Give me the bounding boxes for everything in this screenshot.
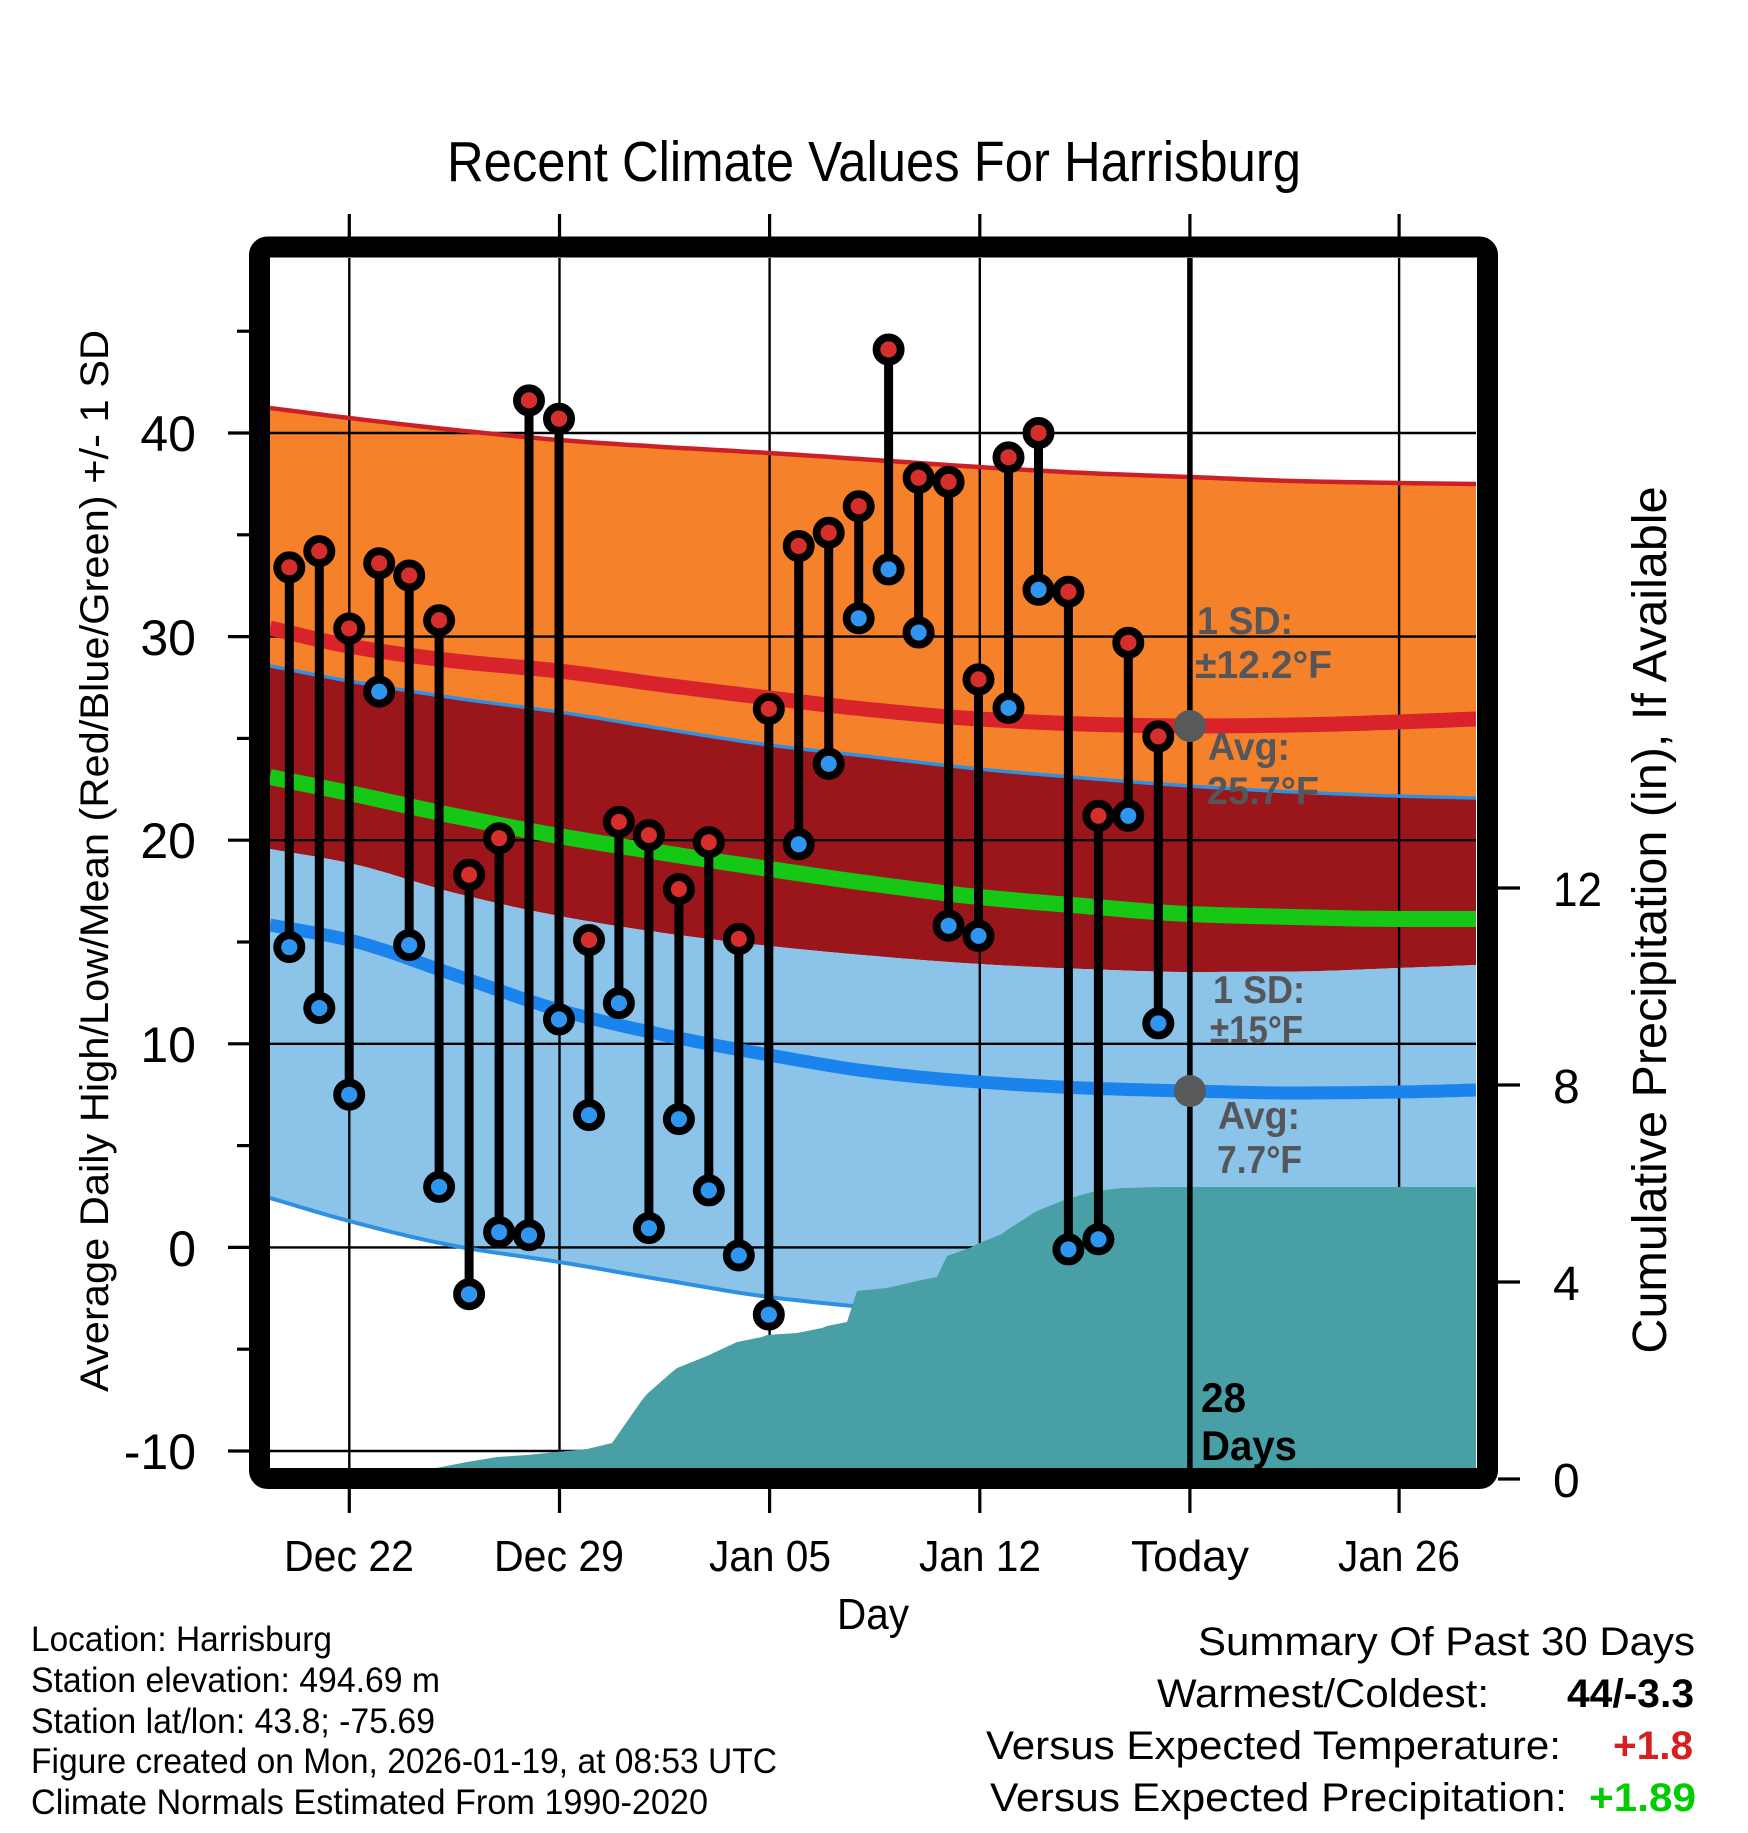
svg-text:0: 0: [1553, 1455, 1580, 1508]
svg-text:Figure created on Mon, 2026-01: Figure created on Mon, 2026-01-19, at 08…: [31, 1742, 777, 1781]
svg-text:25.7°F: 25.7°F: [1207, 770, 1319, 813]
svg-text:Location: Harrisburg: Location: Harrisburg: [31, 1620, 332, 1659]
svg-text:8: 8: [1553, 1061, 1580, 1114]
svg-text:+1.8: +1.8: [1613, 1724, 1693, 1768]
svg-text:Day: Day: [837, 1590, 909, 1639]
svg-text:Station lat/lon: 43.8; -75.69: Station lat/lon: 43.8; -75.69: [31, 1702, 435, 1741]
svg-text:Dec 29: Dec 29: [494, 1532, 624, 1581]
svg-text:1 SD:: 1 SD:: [1213, 969, 1305, 1012]
svg-text:40: 40: [140, 406, 196, 462]
svg-text:Cumulative Precipitation (in),: Cumulative Precipitation (in), If Availa…: [1623, 486, 1677, 1353]
svg-text:Avg:: Avg:: [1218, 1095, 1300, 1138]
svg-text:Today: Today: [1131, 1532, 1249, 1581]
svg-text:Station elevation: 494.69 m: Station elevation: 494.69 m: [31, 1661, 440, 1700]
svg-text:+1.89: +1.89: [1589, 1776, 1696, 1820]
svg-text:30: 30: [140, 610, 196, 666]
svg-text:Days: Days: [1201, 1422, 1297, 1469]
svg-text:20: 20: [140, 813, 196, 869]
svg-text:Climate Normals Estimated From: Climate Normals Estimated From 1990-2020: [31, 1783, 708, 1822]
svg-text:Dec 22: Dec 22: [284, 1532, 414, 1581]
svg-text:Jan 26: Jan 26: [1338, 1532, 1460, 1581]
svg-text:10: 10: [140, 1017, 196, 1073]
svg-text:0: 0: [168, 1221, 196, 1277]
svg-text:Avg:: Avg:: [1208, 726, 1290, 769]
svg-text:7.7°F: 7.7°F: [1217, 1139, 1302, 1182]
svg-text:±12.2°F: ±12.2°F: [1195, 644, 1332, 687]
svg-text:Versus Expected Temperature:: Versus Expected Temperature:: [986, 1724, 1561, 1768]
svg-text:Versus Expected Precipitation:: Versus Expected Precipitation:: [990, 1776, 1567, 1820]
svg-text:-10: -10: [124, 1424, 196, 1480]
svg-text:44/-3.3: 44/-3.3: [1567, 1672, 1694, 1716]
svg-text:12: 12: [1553, 864, 1602, 917]
svg-text:Average Daily High/Low/Mean (R: Average Daily High/Low/Mean (Red/Blue/Gr…: [73, 330, 117, 1392]
svg-text:Recent Climate Values For Harr: Recent Climate Values For Harrisburg: [447, 130, 1301, 194]
svg-text:4: 4: [1553, 1258, 1580, 1311]
svg-text:Jan 12: Jan 12: [919, 1532, 1041, 1581]
svg-text:±15°F: ±15°F: [1210, 1009, 1303, 1052]
svg-text:1 SD:: 1 SD:: [1197, 600, 1293, 643]
svg-text:28: 28: [1201, 1374, 1246, 1421]
svg-text:Warmest/Coldest:: Warmest/Coldest:: [1157, 1672, 1489, 1716]
svg-text:Summary Of Past 30 Days: Summary Of Past 30 Days: [1198, 1620, 1695, 1664]
svg-text:Jan 05: Jan 05: [709, 1532, 831, 1581]
